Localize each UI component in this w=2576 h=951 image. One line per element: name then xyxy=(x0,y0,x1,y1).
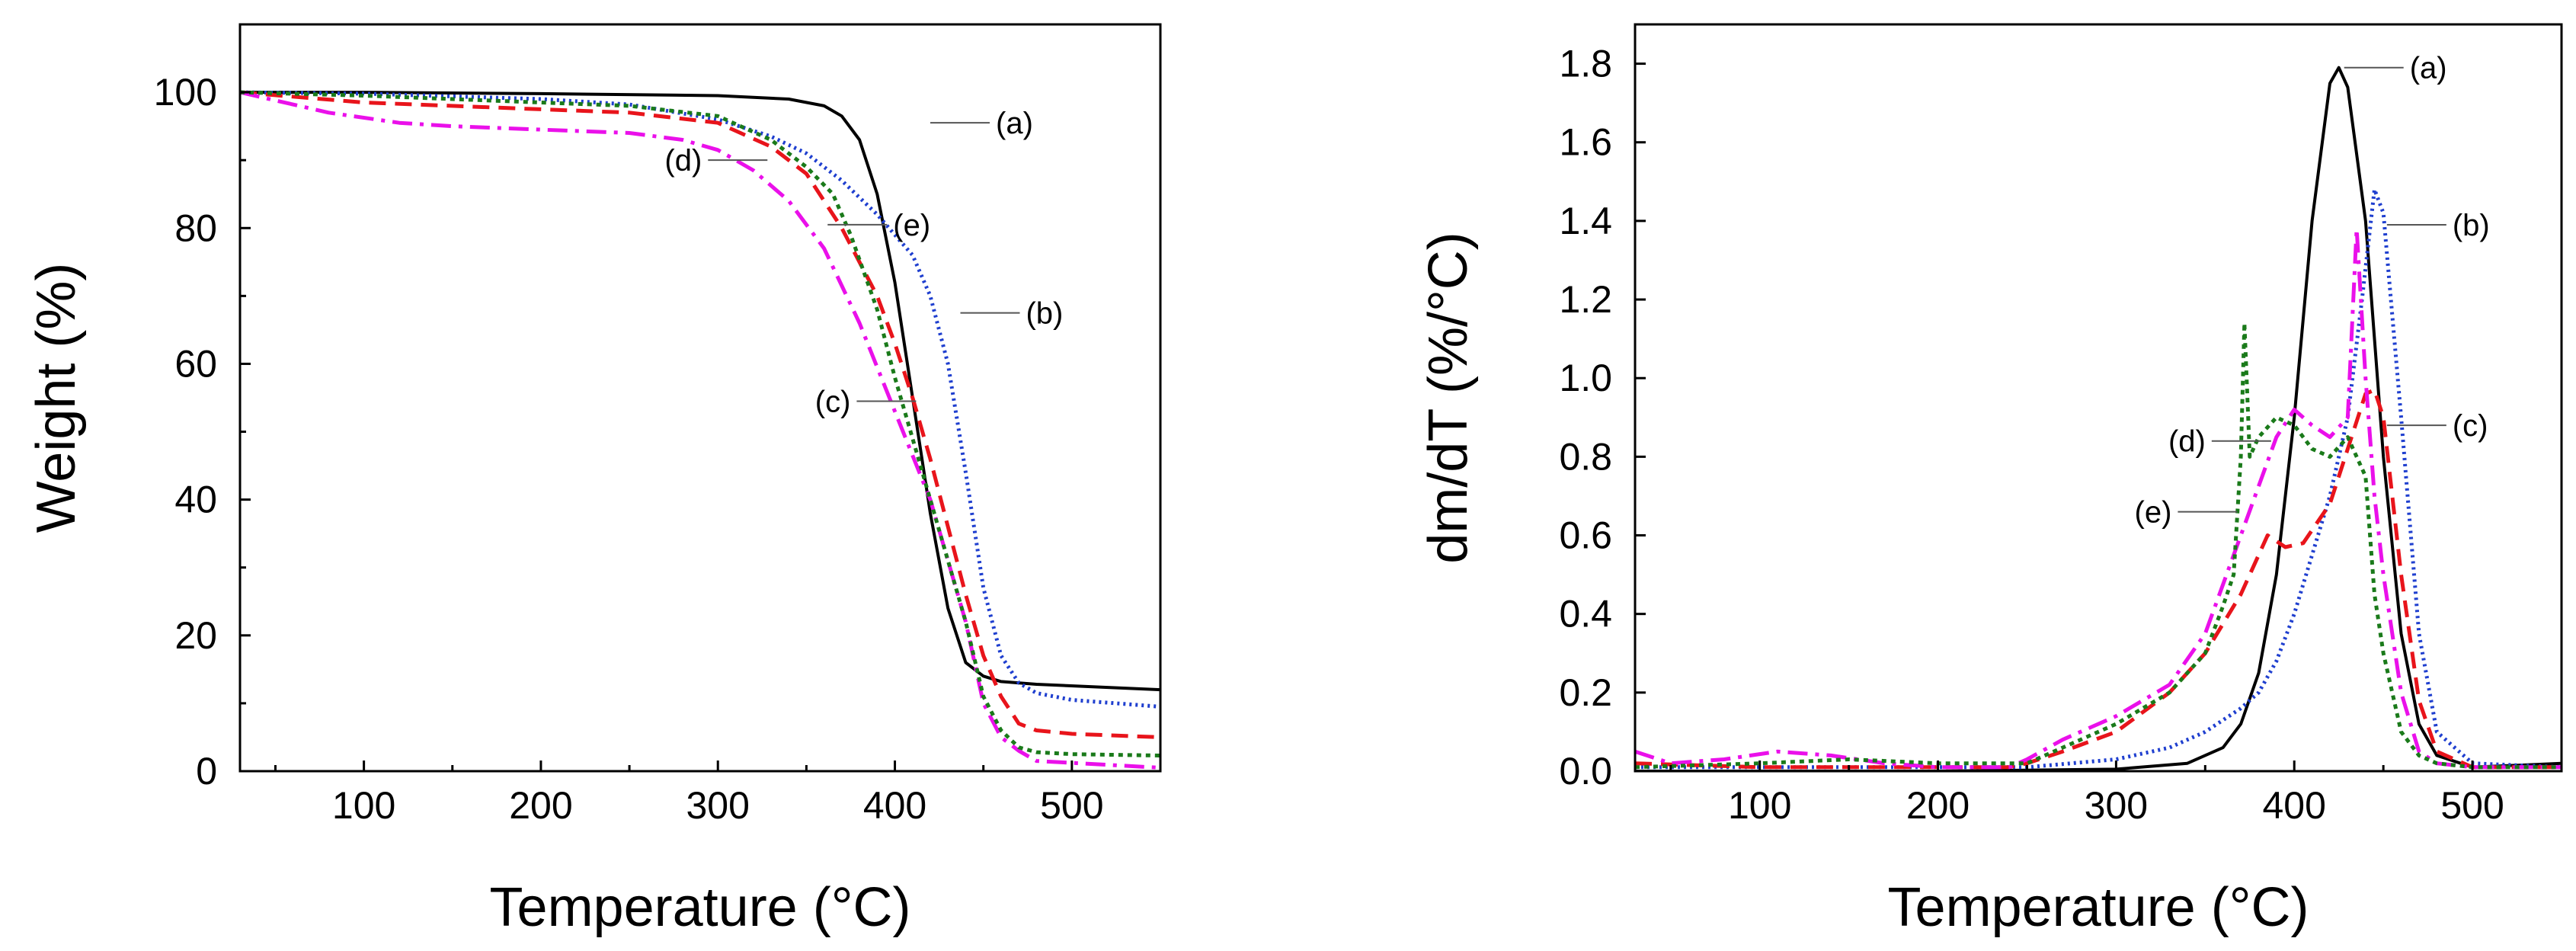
series-layer xyxy=(240,90,1160,770)
y-tick-label: 1.4 xyxy=(1559,200,1612,242)
tick-layer: 100 200 300 400 500 0.0 0.2 0.4 0.6 0.8 1.0 1.2 1.4 1… xyxy=(1559,43,2563,827)
y-tick-label: 60 xyxy=(174,342,217,385)
dtg-derivative-chart: (a) (b) (c) (d) (e) 100 200 300 400 500 0.0 0.2 0.4… xyxy=(1418,23,2563,938)
tga-weight-chart: (a) (b) (c) (d) (e) 100 200 300 400 500 0 20 40 60 80… xyxy=(26,23,1162,938)
annotation-label-e: (e) xyxy=(2135,496,2172,530)
y-tick-label: 0.8 xyxy=(1559,435,1612,478)
y-tick-label: 1.0 xyxy=(1559,357,1612,399)
x-tick-label: 100 xyxy=(332,784,395,827)
series-line-a xyxy=(240,91,1160,692)
annotation-label-a: (a) xyxy=(996,107,1033,140)
series-line-e xyxy=(1635,321,2562,770)
annotation-label-e: (e) xyxy=(893,209,930,242)
y-tick-label: 20 xyxy=(174,614,217,657)
x-tick-label: 400 xyxy=(863,784,926,827)
series-line-d xyxy=(1635,226,2562,770)
series-layer xyxy=(1635,66,2562,771)
x-tick-label: 300 xyxy=(2085,784,2148,827)
plot-frame xyxy=(1634,23,2563,773)
series-line-c xyxy=(1635,388,2562,770)
y-tick-label: 0.0 xyxy=(1559,750,1612,792)
annotation-label-b: (b) xyxy=(2453,209,2490,242)
y-tick-label: 80 xyxy=(174,207,217,249)
annotation-layer: (a) (b) (c) (d) (e) xyxy=(664,107,1063,418)
y-axis-title: dm/dT (%/°C) xyxy=(1418,232,1479,564)
annotation-label-c: (c) xyxy=(815,385,851,418)
series-line-e xyxy=(240,90,1160,757)
annotation-layer: (a) (b) (c) (d) (e) xyxy=(2135,52,2490,530)
annotation-label-d: (d) xyxy=(664,144,702,178)
series-line-b xyxy=(240,90,1160,709)
series-line-a xyxy=(1635,66,2562,771)
x-tick-label: 300 xyxy=(686,784,750,827)
tick-layer: 100 200 300 400 500 0 20 40 60 80 100 xyxy=(154,71,1162,827)
y-tick-label: 0.6 xyxy=(1559,514,1612,557)
y-tick-label: 1.8 xyxy=(1559,43,1612,85)
x-tick-label: 500 xyxy=(2440,784,2504,827)
plot-frame xyxy=(238,23,1162,773)
x-tick-label: 400 xyxy=(2263,784,2326,827)
series-line-b xyxy=(1635,187,2562,770)
x-axis-title: Temperature (°C) xyxy=(1888,877,2309,938)
x-tick-label: 100 xyxy=(1728,784,1791,827)
series-line-c xyxy=(240,90,1160,739)
y-axis-title: Weight (%) xyxy=(26,263,87,533)
annotation-label-a: (a) xyxy=(2410,52,2447,85)
x-tick-label: 200 xyxy=(509,784,572,827)
series-line-d xyxy=(240,90,1160,770)
annotation-label-c: (c) xyxy=(2453,409,2488,443)
y-tick-label: 100 xyxy=(154,71,217,114)
y-tick-label: 0 xyxy=(196,750,217,792)
y-tick-label: 0.2 xyxy=(1559,671,1612,714)
annotation-label-b: (b) xyxy=(1026,297,1063,331)
y-tick-label: 0.4 xyxy=(1559,593,1612,636)
annotation-label-d: (d) xyxy=(2168,425,2206,459)
y-tick-label: 40 xyxy=(174,479,217,521)
y-tick-label: 1.2 xyxy=(1559,278,1612,321)
x-tick-label: 200 xyxy=(1906,784,1970,827)
y-tick-label: 1.6 xyxy=(1559,121,1612,164)
x-tick-label: 500 xyxy=(1040,784,1103,827)
x-axis-title: Temperature (°C) xyxy=(490,877,911,938)
